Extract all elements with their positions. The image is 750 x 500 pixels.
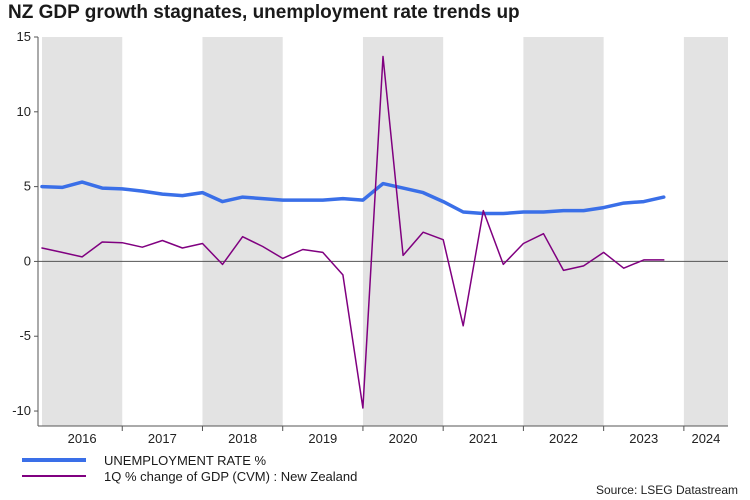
y-tick-label: 15	[17, 29, 31, 44]
chart-title: NZ GDP growth stagnates, unemployment ra…	[8, 2, 520, 23]
x-tick-label: 2021	[469, 431, 498, 446]
legend-swatch-unemployment	[22, 458, 86, 462]
x-tick-label: 2017	[148, 431, 177, 446]
y-tick-label: -5	[19, 328, 31, 343]
x-tick-label: 2022	[549, 431, 578, 446]
legend-swatch-gdp	[22, 475, 86, 477]
y-tick-label: -10	[12, 403, 31, 418]
year-band-2018	[202, 37, 283, 426]
legend: UNEMPLOYMENT RATE % 1Q % change of GDP (…	[22, 452, 357, 484]
legend-label-unemployment: UNEMPLOYMENT RATE %	[104, 452, 267, 468]
series-lines	[40, 55, 666, 409]
y-axis: -10 -5 0 5 10 15	[12, 29, 39, 426]
x-axis: 2016 2017 2018 2019 2020 2021 2022 2023 2024	[38, 425, 728, 446]
x-tick-label: 2019	[308, 431, 337, 446]
year-band-2024	[683, 37, 728, 426]
series-line-gdp	[41, 55, 665, 409]
x-tick-label: 2020	[389, 431, 418, 446]
year-band-2016	[42, 37, 123, 426]
source-note: Source: LSEG Datastream	[595, 483, 738, 497]
legend-label-gdp: 1Q % change of GDP (CVM) : New Zealand	[104, 468, 358, 484]
y-tick-label: 10	[17, 104, 31, 119]
series-line-unemployment	[40, 180, 666, 216]
x-tick-label: 2024	[691, 431, 720, 446]
legend-item-gdp: 1Q % change of GDP (CVM) : New Zealand	[22, 468, 357, 484]
year-band-2022	[523, 37, 604, 426]
x-tick-label: 2023	[629, 431, 658, 446]
x-tick-label: 2018	[228, 431, 257, 446]
year-band-2020	[362, 37, 444, 426]
y-tick-label: 0	[24, 253, 31, 268]
x-tick-label: 2016	[68, 431, 97, 446]
legend-item-unemployment: UNEMPLOYMENT RATE %	[22, 452, 357, 468]
year-bands	[42, 37, 728, 426]
y-tick-label: 5	[24, 179, 31, 194]
